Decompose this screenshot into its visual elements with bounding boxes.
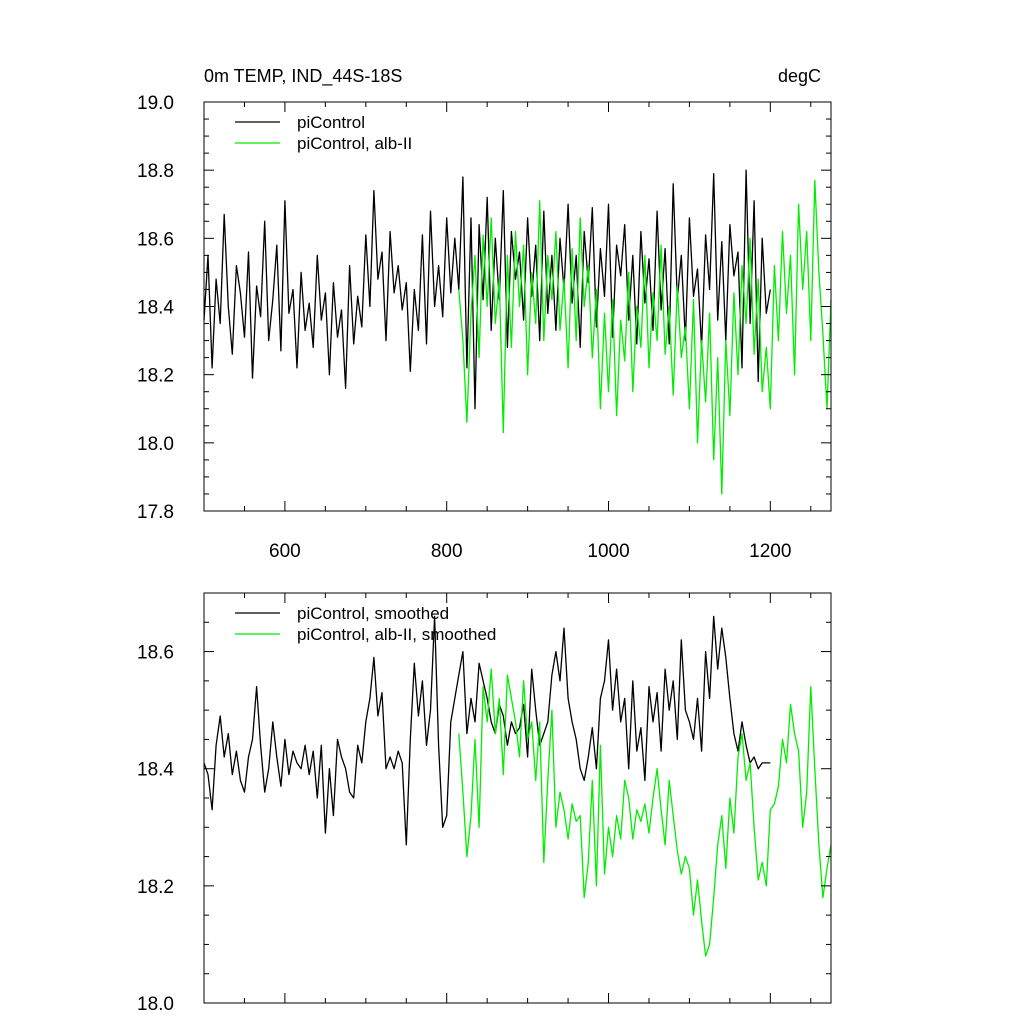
top-panel-units: degC — [778, 66, 821, 86]
bottom-axis-ticks — [203, 593, 831, 1004]
top-xtick-labels: 600 800 1000 1200 — [269, 541, 791, 562]
top-ytick-label-6: 19.0 — [137, 93, 174, 114]
top-plot-lines — [203, 169, 832, 495]
top-legend-label-1: piControl, alb-II — [297, 134, 412, 153]
bottom-plot-lines — [203, 615, 832, 957]
bottom-ytick-label-3: 18.6 — [137, 643, 174, 664]
top-plot-frame — [203, 101, 832, 512]
top-ytick-label-3: 18.4 — [137, 298, 174, 319]
top-panel-title: 0m TEMP, IND_44S-18S — [204, 66, 402, 87]
top-legend-label-0: piControl — [297, 113, 365, 132]
bottom-legend-label-0: piControl, smoothed — [297, 604, 449, 623]
bottom-panel: 18.0 18.2 18.4 18.6 piControl, smoothed piC… — [137, 592, 832, 1015]
top-series-line-0 — [203, 169, 771, 410]
top-legend: piControl piControl, alb-II — [235, 113, 412, 153]
top-ytick-label-2: 18.2 — [137, 366, 174, 387]
bottom-legend: piControl, smoothed piControl, alb-II, s… — [235, 604, 496, 644]
bottom-ytick-label-1: 18.2 — [137, 877, 174, 898]
top-ytick-label-1: 18.0 — [137, 434, 174, 455]
top-ytick-label-4: 18.6 — [137, 229, 174, 250]
bottom-series-line-1 — [458, 668, 832, 957]
bottom-legend-label-1: piControl, alb-II, smoothed — [297, 625, 496, 644]
bottom-ytick-labels: 18.0 18.2 18.4 18.6 — [137, 643, 174, 1015]
bottom-plot-frame — [203, 592, 832, 1004]
top-panel: 0m TEMP, IND_44S-18S degC 17.8 18.0 18.2 18… — [137, 66, 832, 562]
top-ytick-label-0: 17.8 — [137, 502, 174, 523]
bottom-ytick-label-2: 18.4 — [137, 760, 174, 781]
bottom-series-line-0 — [203, 615, 771, 846]
top-series-line-1 — [458, 179, 832, 495]
top-ytick-label-5: 18.8 — [137, 161, 174, 182]
top-xtick-label-3: 1200 — [749, 541, 791, 562]
bottom-ytick-label-0: 18.0 — [137, 994, 174, 1015]
top-xtick-label-1: 800 — [431, 541, 463, 562]
top-xtick-label-2: 1000 — [587, 541, 629, 562]
top-ytick-labels: 17.8 18.0 18.2 18.4 18.6 18.8 19.0 — [137, 93, 174, 523]
top-xtick-label-0: 600 — [269, 541, 301, 562]
top-axis-ticks — [203, 101, 831, 512]
